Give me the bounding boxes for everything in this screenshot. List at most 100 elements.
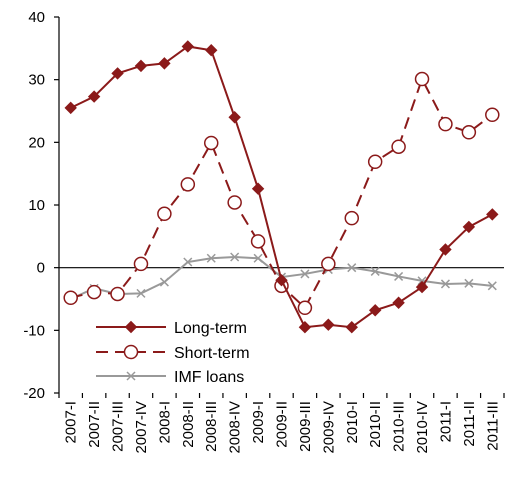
y-tick-label: 40 [28, 9, 45, 26]
x-marker-stroke [183, 257, 193, 267]
x-marker [487, 281, 497, 291]
series-line [70, 76, 493, 310]
y-tick-label: 30 [28, 72, 45, 89]
circle-marker [180, 177, 196, 192]
x-tick-label: 2009-IV [320, 401, 337, 454]
x-marker [159, 277, 169, 287]
x-marker [253, 253, 263, 263]
diamond-marker [298, 320, 312, 334]
y-tick-label: 10 [28, 197, 45, 214]
x-tick-label: 2011-II [461, 401, 478, 447]
x-marker [394, 271, 404, 281]
legend-item: IMF loans [96, 369, 244, 386]
x-marker-stroke [136, 288, 146, 298]
diamond-marker [64, 101, 77, 115]
x-marker-stroke [347, 263, 357, 273]
circle-marker [391, 139, 406, 154]
x-marker [347, 263, 357, 273]
x-marker-stroke [230, 252, 240, 262]
legend-item: Long-term [96, 320, 247, 337]
x-tick-label: 2009-I [250, 401, 267, 444]
x-marker [183, 257, 193, 267]
diamond-marker [392, 296, 405, 309]
legend: Long-term Short-term IMF loans [96, 320, 250, 386]
diamond-marker [228, 111, 241, 124]
legend-item: Short-term [96, 344, 250, 362]
x-tick-label: 2008-III [203, 401, 220, 452]
diamond-marker [87, 90, 101, 103]
y-tick-label: 0 [37, 260, 45, 277]
x-tick-label: 2009-III [297, 401, 314, 452]
x-marker-stroke [487, 281, 497, 291]
circle-marker [367, 154, 383, 170]
x-marker [230, 252, 240, 262]
diamond-marker [158, 57, 171, 70]
circle-marker [157, 206, 172, 222]
diamond-marker [205, 44, 218, 57]
circle-marker [438, 116, 453, 132]
circle-marker [227, 195, 242, 210]
legend-label: Short-term [174, 345, 250, 362]
x-marker [300, 269, 310, 279]
x-tick-label: 2011-III [484, 401, 501, 451]
x-marker [136, 288, 146, 298]
circle-marker [414, 71, 430, 87]
x-tick-label: 2010-II [367, 401, 384, 448]
x-marker-stroke [440, 279, 450, 289]
y-tick-label: 20 [28, 134, 45, 151]
circle-marker [461, 125, 477, 140]
axes: -20 -10 0 10 20 30 40 2007-I 2007-II 2007-III 2007… [23, 9, 505, 454]
circle-marker [63, 290, 78, 305]
circle-marker [203, 135, 219, 151]
x-tick-label: 2008-IV [227, 401, 244, 454]
x-tick-label: 2010-IV [414, 401, 431, 454]
x-marker-stroke [206, 253, 216, 263]
x-marker [206, 253, 216, 263]
x-marker-stroke [370, 266, 380, 276]
x-marker [126, 371, 136, 381]
circle-marker [110, 286, 125, 302]
x-marker [440, 279, 450, 289]
diamond-marker [275, 273, 288, 287]
x-tick-label: 2007-IV [133, 401, 150, 454]
circle-marker [133, 256, 149, 272]
circle-marker [86, 284, 102, 300]
diamond-marker [439, 243, 452, 256]
x-tick-label: 2009-II [274, 401, 291, 448]
x-marker [464, 278, 474, 288]
x-marker-stroke [417, 276, 427, 286]
circle-marker [344, 210, 360, 226]
x-marker [370, 266, 380, 276]
circle-marker [123, 344, 139, 360]
legend-label: Long-term [174, 320, 247, 337]
x-marker-stroke [464, 278, 474, 288]
diamond-marker [111, 67, 124, 80]
diamond-marker [181, 40, 195, 53]
diamond-marker [415, 280, 429, 294]
x-marker-stroke [159, 277, 169, 287]
x-tick-label: 2007-II [86, 401, 103, 448]
x-tick-label: 2007-I [63, 401, 80, 444]
x-marker-stroke [253, 253, 263, 263]
series-long-term [64, 40, 499, 334]
x-tick-label: 2007-III [110, 401, 127, 452]
x-marker-stroke [300, 269, 310, 279]
x-tick-label: 2008-I [156, 401, 173, 444]
legend-label: IMF loans [174, 369, 244, 386]
diamond-marker [251, 182, 265, 195]
diamond-marker [345, 320, 358, 334]
diamond-marker [134, 59, 148, 73]
x-tick-label: 2010-I [344, 401, 361, 444]
diamond-marker [462, 220, 476, 234]
diamond-marker [368, 304, 382, 317]
diamond-marker [486, 208, 499, 221]
series-layer [63, 40, 500, 334]
circle-marker [321, 256, 336, 272]
x-tick-label: 2011-I [437, 401, 454, 442]
circle-marker [485, 107, 500, 123]
x-marker-stroke [126, 371, 136, 381]
diamond-marker [322, 318, 335, 331]
x-marker-stroke [394, 271, 404, 281]
y-tick-label: -20 [23, 385, 45, 402]
